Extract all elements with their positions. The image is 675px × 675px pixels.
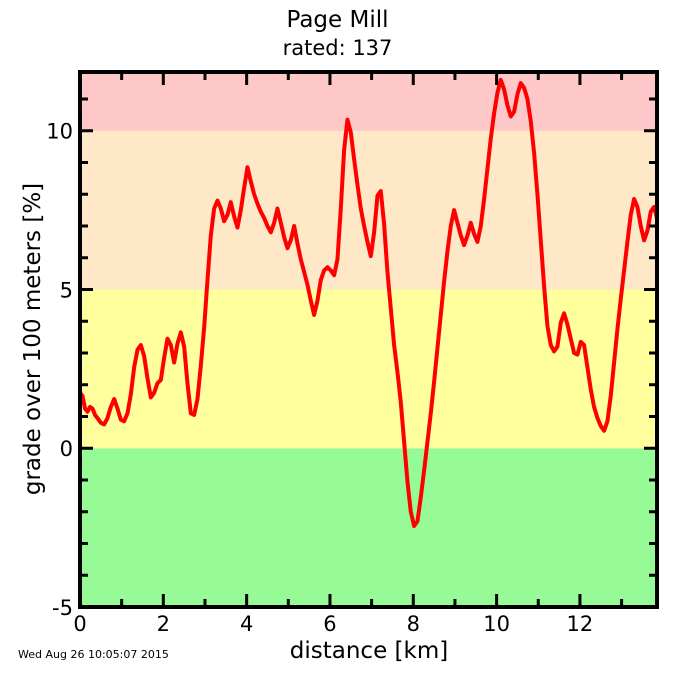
grade-bands: [80, 72, 657, 607]
x-tick-label: 8: [407, 612, 420, 636]
x-axis-label: distance [km]: [289, 638, 449, 664]
x-tick-label: 0: [73, 612, 86, 636]
y-tick-label: 0: [60, 437, 73, 461]
series-grade: [80, 77, 657, 529]
x-tick-label: 10: [483, 612, 510, 636]
axes-frame: [78, 70, 659, 609]
y-tick-label: 5: [60, 278, 73, 302]
x-tick-label: 4: [240, 612, 253, 636]
plot-frame: [78, 70, 659, 609]
x-tick-label: 2: [157, 612, 170, 636]
band-steep: [80, 72, 657, 131]
y-tick-label: -5: [52, 596, 73, 620]
band-descent: [80, 448, 657, 607]
band-easy: [80, 289, 657, 449]
timestamp-caption: Wed Aug 26 10:05:07 2015: [18, 648, 169, 661]
x-tick-label: 6: [323, 612, 336, 636]
axis-ticks: [78, 72, 657, 609]
band-moderate: [80, 130, 657, 290]
x-tick-label: 12: [567, 612, 594, 636]
grade-profile-line: [80, 77, 657, 529]
y-tick-label: 10: [46, 120, 73, 144]
